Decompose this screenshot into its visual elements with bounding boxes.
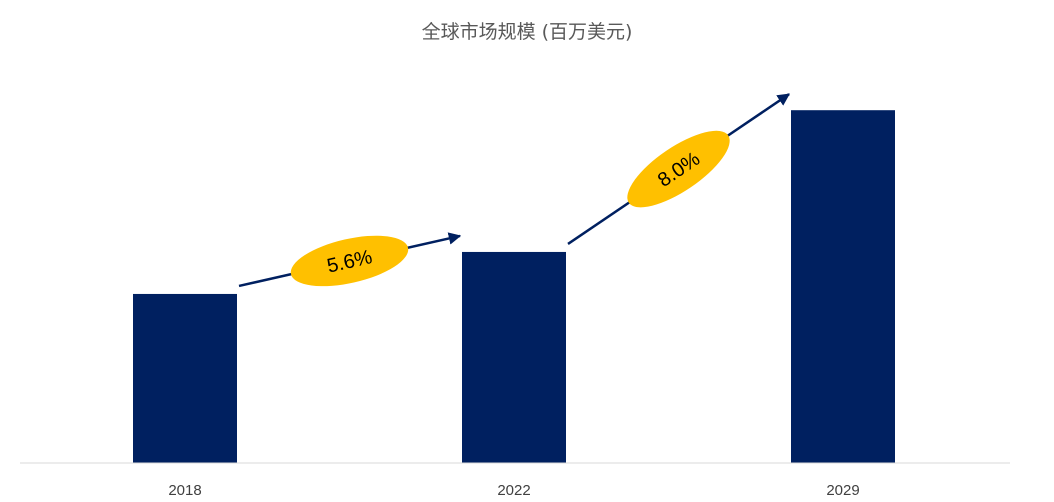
x-tick-labels: 2018 2022 2029	[168, 482, 859, 499]
cagr-badge-2: 8.0%	[627, 130, 730, 208]
x-tick-2018: 2018	[168, 482, 201, 499]
bar-2029	[791, 110, 895, 463]
bars-group	[133, 110, 895, 463]
x-tick-2029: 2029	[826, 482, 859, 499]
cagr-badge-ellipse	[627, 130, 730, 208]
bar-2022	[462, 251, 566, 463]
cagr-badges: 5.6% 8.0%	[290, 130, 730, 287]
cagr-badge-1: 5.6%	[290, 235, 409, 287]
chart-title: 全球市场规模 (百万美元)	[422, 21, 633, 43]
bar-2018	[133, 293, 237, 463]
cagr-badge-ellipse	[290, 235, 409, 287]
x-tick-2022: 2022	[497, 482, 530, 499]
